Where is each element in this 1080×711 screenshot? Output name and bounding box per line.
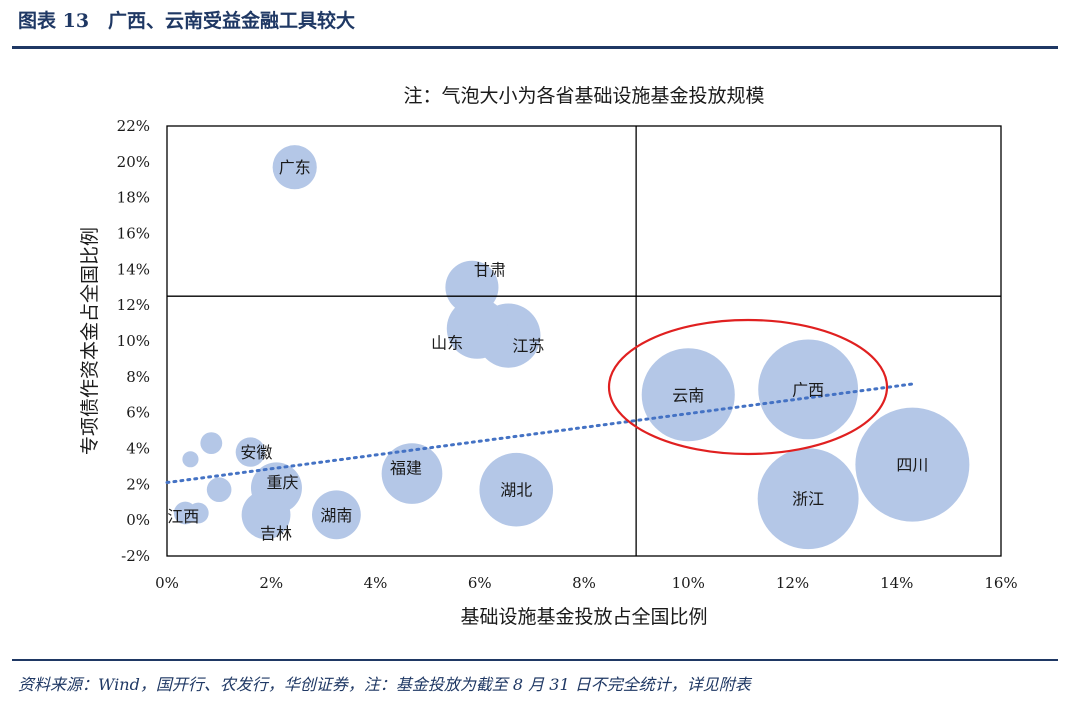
y-tick-label: 10% bbox=[117, 332, 150, 350]
bubble-unlabeled bbox=[182, 451, 199, 468]
bubble-label: 甘肃 bbox=[474, 260, 506, 279]
y-tick-label: 12% bbox=[117, 296, 150, 314]
bubble-浙江 bbox=[757, 448, 859, 550]
y-axis-title: 专项债作资本金占全国比例 bbox=[79, 227, 101, 455]
bubble-甘肃 bbox=[445, 260, 499, 314]
bubble-福建 bbox=[381, 443, 443, 504]
bubble-label: 云南 bbox=[672, 386, 704, 405]
bubble-unlabeled bbox=[187, 502, 209, 524]
bubble-四川 bbox=[855, 407, 970, 522]
bubble-label: 江西 bbox=[167, 507, 199, 526]
y-tick-label: -2% bbox=[121, 547, 150, 565]
x-tick-label: 12% bbox=[776, 574, 809, 592]
bubble-unlabeled bbox=[206, 477, 232, 503]
bubble-安徽 bbox=[235, 437, 266, 467]
bubble-广东 bbox=[272, 145, 317, 190]
footer-rule bbox=[12, 659, 1058, 661]
bubble-label: 浙江 bbox=[792, 490, 824, 509]
figure-title: 图表 13 广西、云南受益金融工具较大 bbox=[18, 10, 356, 32]
y-tick-label: 6% bbox=[126, 404, 150, 422]
bubble-云南 bbox=[641, 348, 735, 442]
bubble-label: 重庆 bbox=[266, 473, 298, 492]
bubble-unlabeled bbox=[200, 432, 223, 455]
bubble-label: 湖南 bbox=[320, 506, 352, 525]
bubble-label: 湖北 bbox=[500, 481, 532, 500]
bubble-label: 江苏 bbox=[512, 337, 544, 356]
x-tick-label: 10% bbox=[672, 574, 705, 592]
y-tick-label: 2% bbox=[126, 475, 150, 493]
x-tick-label: 16% bbox=[984, 574, 1017, 592]
bubble-chart: 注：气泡大小为各省基础设施基金投放规模 0% 2% 4% 6% 8% 10% 12% 14% 16… bbox=[79, 85, 1018, 628]
y-tick-label: 20% bbox=[117, 153, 150, 171]
bubble-湖南 bbox=[312, 490, 361, 540]
bubble-吉林 bbox=[241, 490, 291, 540]
x-tick-label: 0% bbox=[155, 574, 179, 592]
x-tick-label: 14% bbox=[880, 574, 913, 592]
bubble-label: 广东 bbox=[279, 158, 311, 177]
bubble-label: 吉林 bbox=[260, 524, 292, 543]
y-tick-label: 18% bbox=[117, 189, 150, 207]
bubble-label: 福建 bbox=[390, 459, 422, 478]
bubble-label: 广西 bbox=[792, 380, 824, 399]
header-rule bbox=[12, 46, 1058, 49]
bubble-湖北 bbox=[479, 452, 554, 527]
x-tick-label: 8% bbox=[572, 574, 596, 592]
y-tick-label: 16% bbox=[117, 225, 150, 243]
chart-subtitle: 注：气泡大小为各省基础设施基金投放规模 bbox=[403, 85, 764, 107]
bubble-label: 四川 bbox=[896, 456, 928, 475]
bubble-label: 安徽 bbox=[240, 443, 272, 462]
x-tick-label: 2% bbox=[259, 574, 283, 592]
y-tick-label: 22% bbox=[117, 117, 150, 135]
y-tick-label: 4% bbox=[126, 440, 150, 458]
trendline bbox=[165, 382, 914, 485]
x-axis-title: 基础设施基金投放占全国比例 bbox=[460, 606, 707, 628]
plot-frame bbox=[166, 125, 1002, 557]
highlight-ellipse bbox=[607, 318, 889, 456]
bubble-广西 bbox=[758, 339, 859, 440]
y-tick-label: 14% bbox=[117, 260, 150, 278]
bubble-山东 bbox=[446, 298, 508, 359]
source-note: 资料来源：Wind，国开行、农发行，华创证券，注：基金投放为截至 8 月 31 … bbox=[18, 675, 751, 694]
x-tick-label: 6% bbox=[468, 574, 492, 592]
y-tick-label: 0% bbox=[126, 511, 150, 529]
bubble-label: 山东 bbox=[431, 333, 463, 352]
y-tick-label: 8% bbox=[126, 368, 150, 386]
x-tick-label: 4% bbox=[364, 574, 388, 592]
